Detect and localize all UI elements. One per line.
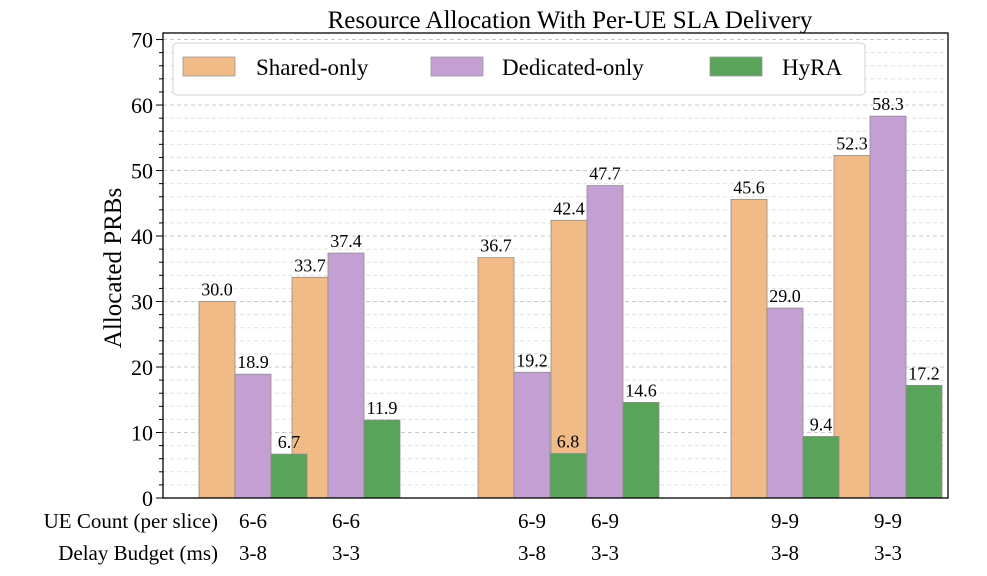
y-tick-label: 60 [131, 93, 153, 118]
data-labels: 30.0 33.7 36.7 42.4 45.6 52.3 18.9 37.4 19.2 47.7… [201, 94, 940, 452]
bar-dedicated-only [766, 307, 804, 499]
bar-shared-only [550, 219, 588, 499]
data-label-hyra: 6.7 [278, 432, 301, 452]
chart-title: Resource Allocation With Per-UE SLA Deli… [328, 7, 813, 34]
x-label-ue-count: 9-9 [874, 509, 902, 533]
legend: Shared-only Dedicated-only HyRA [172, 42, 866, 96]
bar-dedicated-only [586, 185, 624, 499]
data-label-shared-only: 45.6 [733, 177, 765, 197]
bar-hyra [622, 401, 660, 499]
data-label-dedicated-only: 18.9 [237, 352, 269, 372]
x-label-ue-count: 6-9 [591, 509, 619, 533]
legend-label-dedicated-only: Dedicated-only [502, 55, 644, 80]
legend-swatch-shared-only [182, 56, 236, 77]
data-label-dedicated-only: 47.7 [589, 164, 621, 184]
data-label-dedicated-only: 37.4 [330, 231, 362, 251]
data-label-shared-only: 52.3 [836, 133, 868, 153]
legend-swatch-hyra [709, 56, 763, 77]
bars [198, 115, 943, 499]
bar-shared-only [833, 155, 871, 499]
y-axis-label: Allocated PRBs [100, 188, 127, 348]
y-tick-label: 50 [131, 159, 153, 184]
data-label-shared-only: 42.4 [553, 198, 585, 218]
data-label-shared-only: 33.7 [294, 255, 326, 275]
legend-label-shared-only: Shared-only [256, 55, 369, 80]
bar-dedicated-only [234, 373, 272, 499]
row-label-delay-budget: Delay Budget (ms) [58, 541, 218, 565]
y-axis-ticks: 0 10 20 30 40 50 60 70 [131, 28, 163, 511]
data-label-hyra: 17.2 [908, 363, 940, 383]
data-label-hyra: 6.8 [557, 431, 580, 451]
legend-swatch-dedicated-only [430, 56, 484, 77]
bar-shared-only [198, 301, 236, 499]
row-label-ue-count: UE Count (per slice) [44, 509, 218, 533]
y-tick-label: 70 [131, 28, 153, 53]
x-label-ue-count: 6-9 [518, 509, 546, 533]
data-label-dedicated-only: 29.0 [769, 286, 801, 306]
data-label-dedicated-only: 58.3 [872, 94, 904, 114]
bar-hyra [270, 453, 308, 499]
bar-hyra [905, 384, 943, 499]
bar-dedicated-only [513, 371, 551, 499]
bar-dedicated-only [327, 252, 365, 499]
bar-shared-only [730, 198, 768, 499]
x-label-delay-budget: 3-3 [591, 541, 619, 565]
data-label-hyra: 11.9 [367, 398, 398, 418]
data-label-shared-only: 36.7 [480, 236, 512, 256]
x-label-delay-budget: 3-3 [332, 541, 360, 565]
y-tick-label: 0 [142, 486, 153, 511]
legend-box [172, 42, 866, 96]
y-tick-label: 20 [131, 355, 153, 380]
data-label-dedicated-only: 19.2 [516, 350, 548, 370]
x-label-delay-budget: 3-8 [239, 541, 267, 565]
x-label-ue-count: 6-6 [239, 509, 267, 533]
legend-label-hyra: HyRA [782, 55, 842, 80]
bar-hyra [549, 453, 587, 499]
bar-dedicated-only [869, 115, 907, 499]
plot-frame [162, 32, 949, 499]
bar-hyra [363, 419, 401, 499]
bar-hyra [802, 436, 840, 499]
x-label-ue-count: 6-6 [332, 509, 360, 533]
data-label-shared-only: 30.0 [201, 280, 233, 300]
x-axis-labels: 6-6 6-6 6-9 6-9 9-9 9-9 3-8 3-3 3-8 3-3 3-8 3-3 [239, 509, 902, 565]
data-label-hyra: 14.6 [625, 380, 657, 400]
y-tick-label: 10 [131, 421, 153, 446]
bar-shared-only [477, 257, 515, 499]
x-label-delay-budget: 3-8 [771, 541, 799, 565]
x-label-delay-budget: 3-8 [518, 541, 546, 565]
y-tick-label: 40 [131, 224, 153, 249]
x-label-delay-budget: 3-3 [874, 541, 902, 565]
data-label-hyra: 9.4 [810, 414, 833, 434]
y-tick-label: 30 [131, 290, 153, 315]
x-label-ue-count: 9-9 [771, 509, 799, 533]
